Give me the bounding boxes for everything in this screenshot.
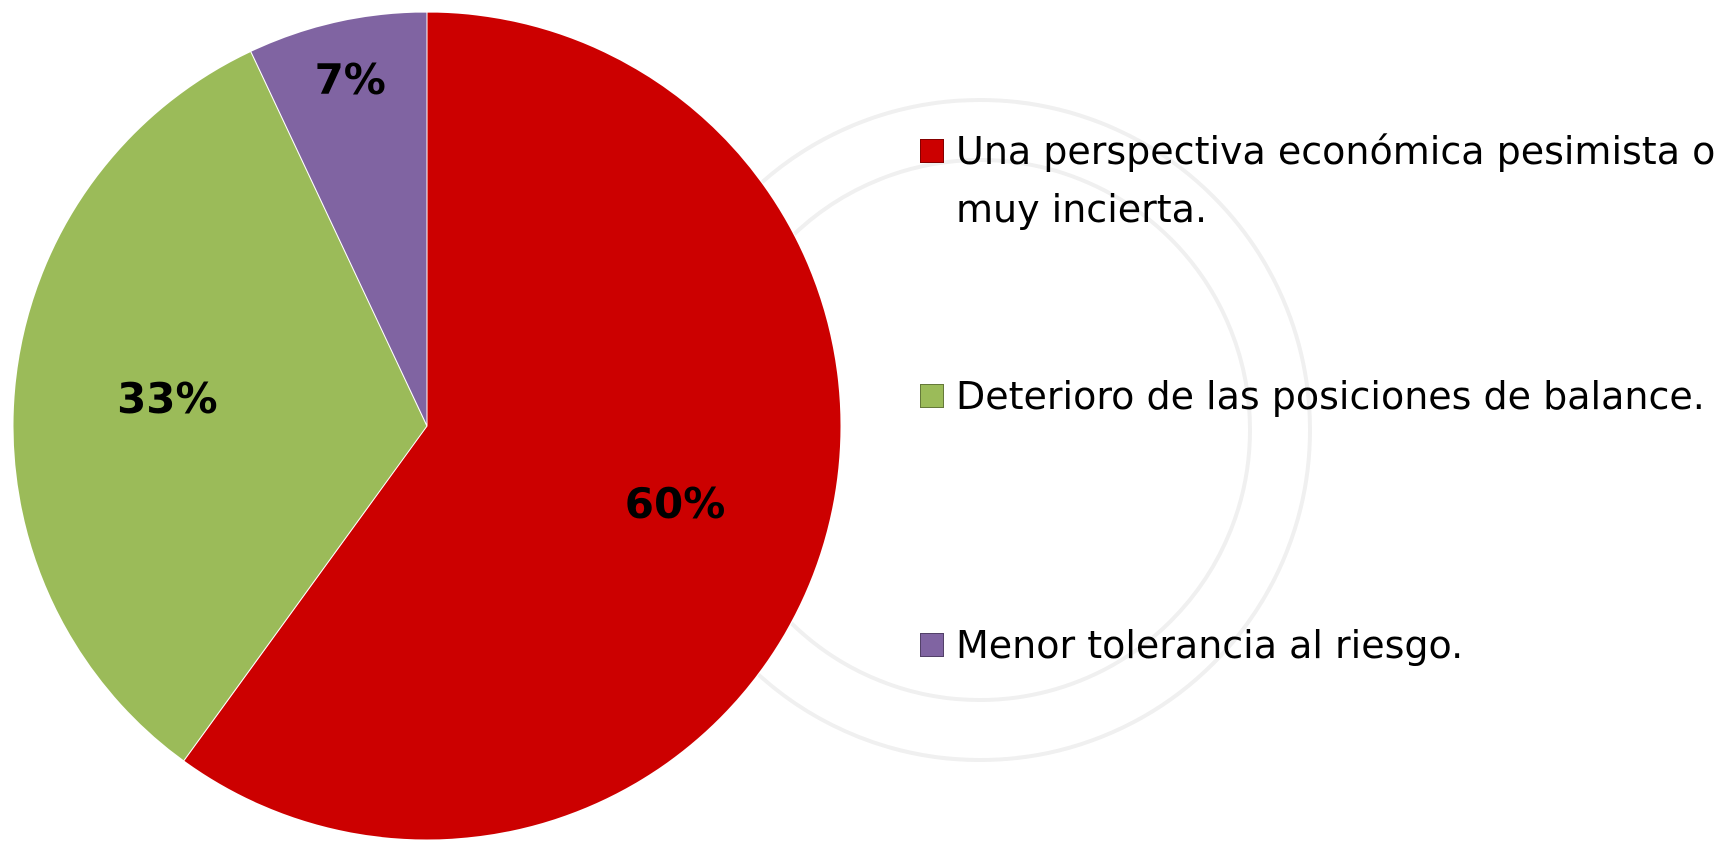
legend-swatch [920,139,944,163]
pie-slice [182,11,842,841]
data-label: 7% [315,55,386,104]
legend-label: Menor tolerancia al riesgo. [956,623,1464,667]
legend-label: Deterioro de las posiciones de balance. [956,374,1705,418]
legend-item: Una perspectiva económica pesimista o mu… [920,122,1720,238]
pie-slice [12,50,428,762]
pie-slice [250,11,428,427]
legend-label: Una perspectiva económica pesimista o mu… [956,129,1716,231]
legend-item: Menor tolerancia al riesgo. [920,616,1720,674]
data-label: 60% [625,479,726,528]
legend-swatch [920,633,944,657]
legend-item: Deterioro de las posiciones de balance. [920,367,1720,425]
legend-swatch [920,384,944,408]
data-label: 33% [117,374,218,423]
